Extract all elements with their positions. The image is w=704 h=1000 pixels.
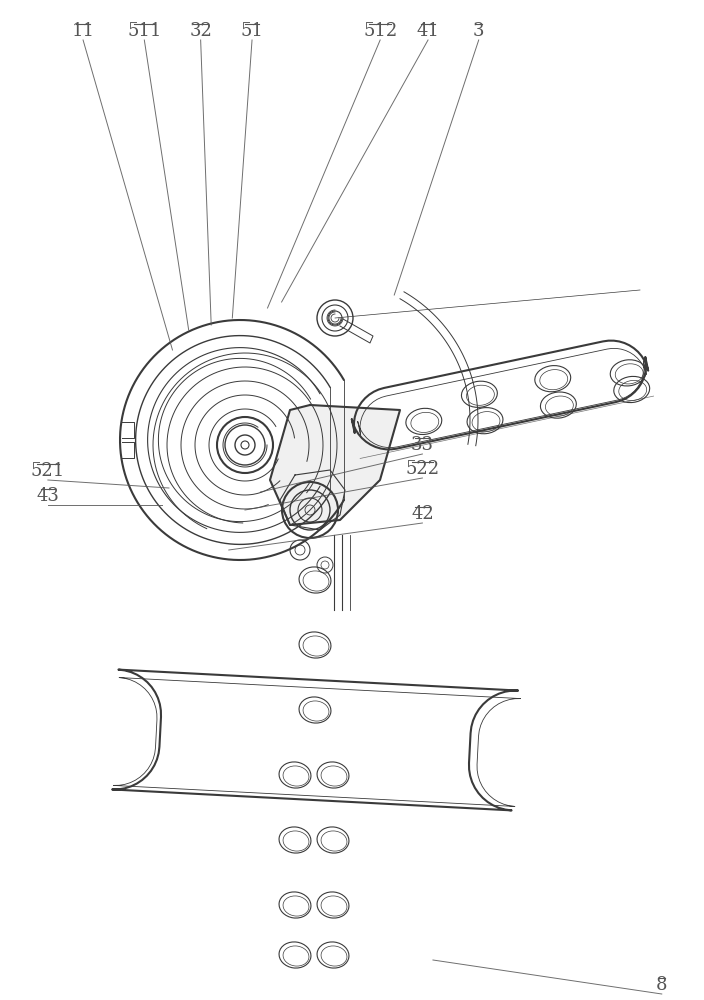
Text: 32: 32	[189, 22, 212, 40]
Text: 51: 51	[241, 22, 263, 40]
Text: 43: 43	[37, 487, 59, 505]
Text: 33: 33	[411, 436, 434, 454]
Text: 511: 511	[127, 22, 161, 40]
Text: 42: 42	[411, 505, 434, 523]
Text: 512: 512	[363, 22, 397, 40]
Polygon shape	[270, 405, 400, 525]
Text: 41: 41	[417, 22, 439, 40]
Text: 8: 8	[656, 976, 667, 994]
Text: 3: 3	[473, 22, 484, 40]
Text: 521: 521	[31, 462, 65, 480]
Text: 522: 522	[406, 460, 439, 478]
Text: 11: 11	[72, 22, 94, 40]
